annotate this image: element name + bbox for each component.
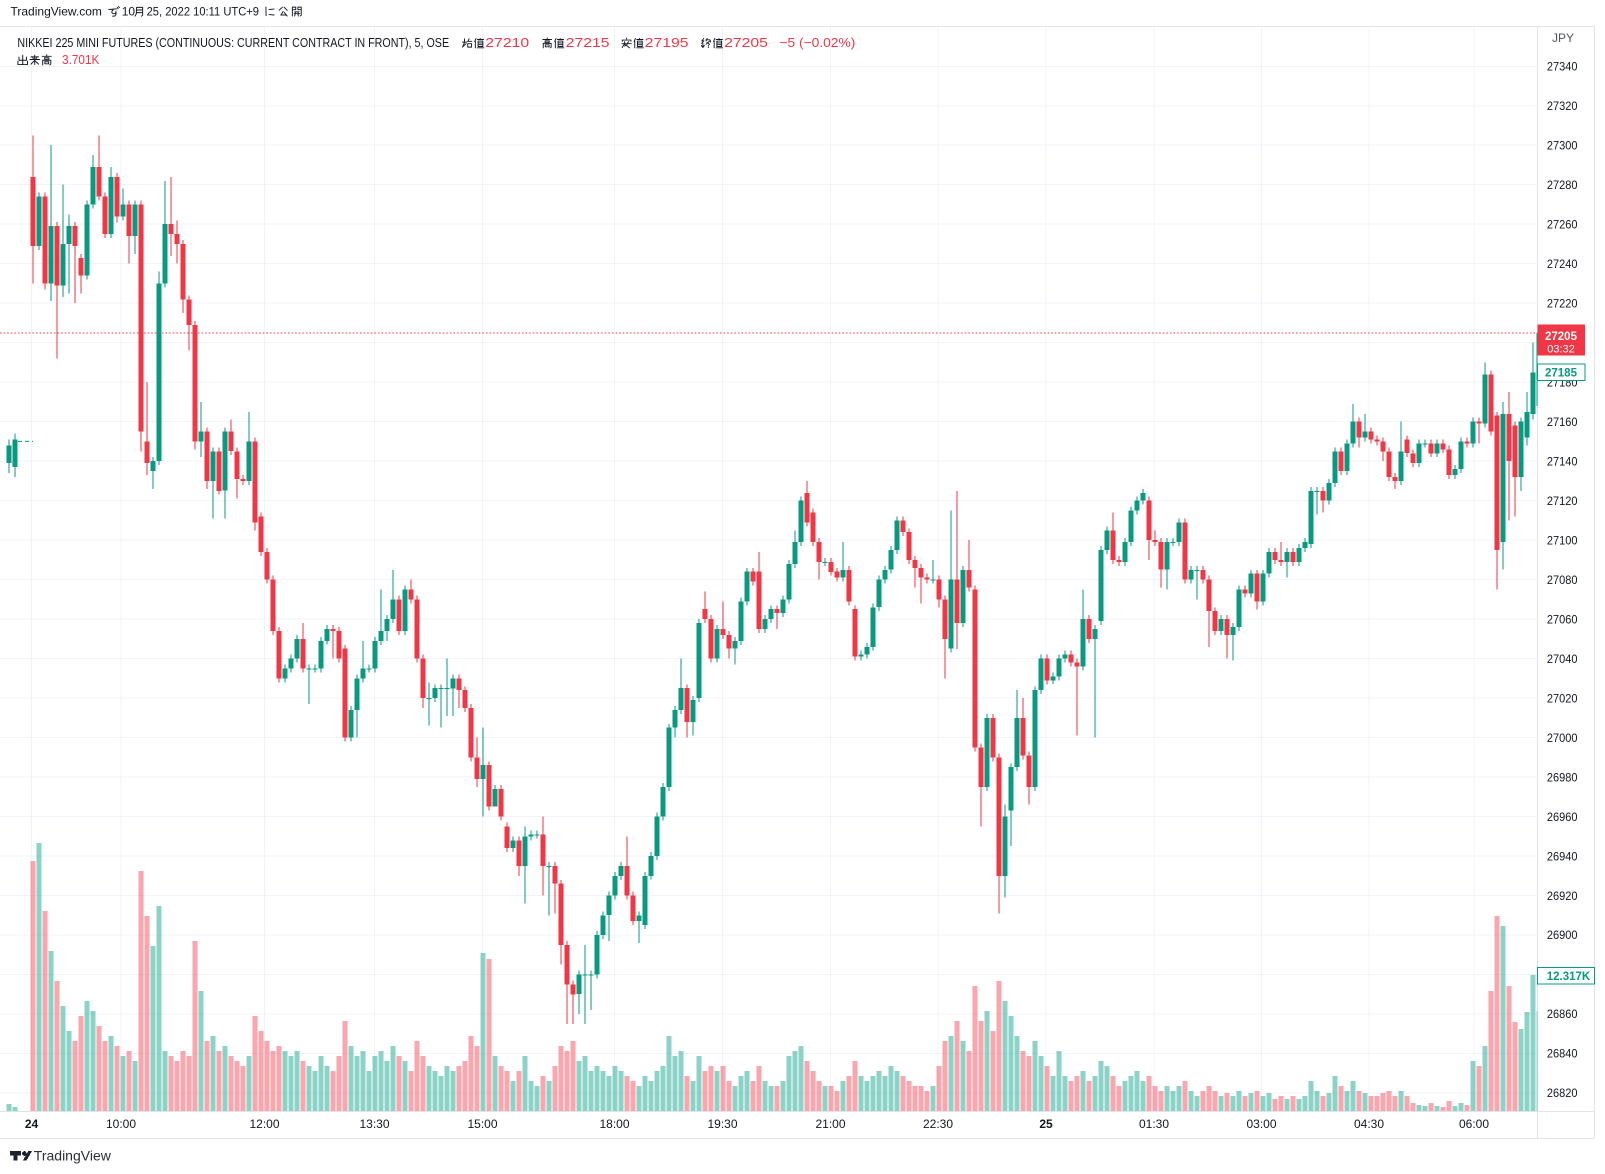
svg-text:27240: 27240 bbox=[1547, 257, 1578, 271]
svg-text:27220: 27220 bbox=[1547, 296, 1578, 310]
svg-text:27320: 27320 bbox=[1547, 99, 1578, 113]
svg-text:26820: 26820 bbox=[1547, 1086, 1578, 1100]
svg-text:10:00: 10:00 bbox=[106, 1117, 136, 1131]
svg-text:27205: 27205 bbox=[724, 35, 768, 50]
svg-text:10: 10 bbox=[122, 5, 136, 19]
svg-text:19:30: 19:30 bbox=[707, 1117, 737, 1131]
svg-text:12:00: 12:00 bbox=[249, 1117, 279, 1131]
svg-text:27140: 27140 bbox=[1547, 454, 1578, 468]
svg-text:27000: 27000 bbox=[1547, 731, 1578, 745]
svg-text:27195: 27195 bbox=[645, 35, 689, 50]
svg-text:06:00: 06:00 bbox=[1459, 1117, 1489, 1131]
svg-text:27215: 27215 bbox=[566, 35, 610, 50]
svg-text:26920: 26920 bbox=[1547, 889, 1578, 903]
svg-text:27080: 27080 bbox=[1547, 573, 1578, 587]
svg-text:27020: 27020 bbox=[1547, 691, 1578, 705]
svg-text:24: 24 bbox=[25, 1117, 39, 1131]
svg-text:27340: 27340 bbox=[1547, 60, 1578, 74]
svg-text:27260: 27260 bbox=[1547, 217, 1578, 231]
svg-text:27185: 27185 bbox=[1545, 368, 1578, 380]
svg-text:JPY: JPY bbox=[1552, 31, 1574, 45]
svg-text:27060: 27060 bbox=[1547, 612, 1578, 626]
svg-text:18:00: 18:00 bbox=[599, 1117, 629, 1131]
svg-text:26840: 26840 bbox=[1547, 1047, 1578, 1061]
svg-text:12.317K: 12.317K bbox=[1547, 971, 1591, 983]
svg-text:26860: 26860 bbox=[1547, 1007, 1578, 1021]
svg-text:26980: 26980 bbox=[1547, 770, 1578, 784]
svg-text:−5 (−0.02%): −5 (−0.02%) bbox=[780, 35, 856, 50]
svg-text:27210: 27210 bbox=[485, 35, 529, 50]
svg-text:03:00: 03:00 bbox=[1246, 1117, 1276, 1131]
svg-text:25, 2022 10:11 UTC+9: 25, 2022 10:11 UTC+9 bbox=[147, 5, 260, 19]
svg-text:01:30: 01:30 bbox=[1139, 1117, 1169, 1131]
svg-text:26900: 26900 bbox=[1547, 928, 1578, 942]
svg-text:27205: 27205 bbox=[1545, 331, 1578, 343]
svg-text:15:00: 15:00 bbox=[467, 1117, 497, 1131]
svg-text:26940: 26940 bbox=[1547, 849, 1578, 863]
svg-text:22:30: 22:30 bbox=[923, 1117, 953, 1131]
svg-text:04:30: 04:30 bbox=[1354, 1117, 1384, 1131]
svg-text:TradingView: TradingView bbox=[34, 1148, 112, 1164]
svg-text:03:32: 03:32 bbox=[1547, 344, 1575, 356]
svg-text:27120: 27120 bbox=[1547, 494, 1578, 508]
svg-text:27160: 27160 bbox=[1547, 415, 1578, 429]
svg-text:13:30: 13:30 bbox=[359, 1117, 389, 1131]
svg-text:NIKKEI 225 MINI FUTURES (CONTI: NIKKEI 225 MINI FUTURES (CONTINUOUS: CUR… bbox=[17, 35, 449, 50]
svg-text:TradingView.com: TradingView.com bbox=[11, 5, 102, 19]
svg-text:27280: 27280 bbox=[1547, 178, 1578, 192]
svg-text:21:00: 21:00 bbox=[815, 1117, 845, 1131]
svg-text:3.701K: 3.701K bbox=[62, 52, 100, 67]
svg-text:26960: 26960 bbox=[1547, 810, 1578, 824]
svg-text:27040: 27040 bbox=[1547, 652, 1578, 666]
svg-text:27100: 27100 bbox=[1547, 533, 1578, 547]
svg-text:27300: 27300 bbox=[1547, 138, 1578, 152]
svg-text:25: 25 bbox=[1039, 1117, 1053, 1131]
